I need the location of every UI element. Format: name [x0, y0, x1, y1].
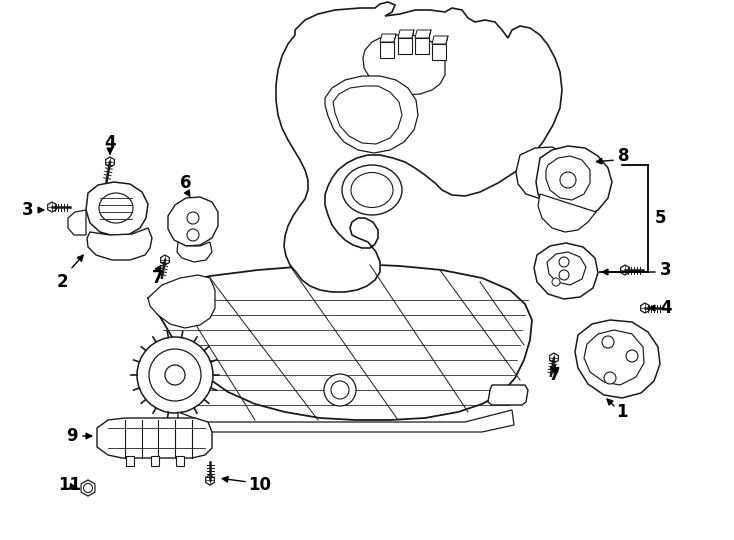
Circle shape — [324, 374, 356, 406]
Text: 6: 6 — [181, 174, 192, 192]
Polygon shape — [148, 275, 215, 328]
Text: 3: 3 — [22, 201, 34, 219]
Text: 3: 3 — [660, 261, 672, 279]
Polygon shape — [176, 456, 184, 466]
Polygon shape — [488, 385, 528, 405]
Polygon shape — [148, 264, 532, 420]
Circle shape — [559, 270, 569, 280]
Text: 10: 10 — [248, 476, 271, 494]
Polygon shape — [126, 456, 134, 466]
Polygon shape — [415, 38, 429, 54]
Polygon shape — [48, 202, 57, 212]
Circle shape — [165, 365, 185, 385]
Polygon shape — [621, 265, 629, 275]
Polygon shape — [432, 36, 448, 44]
Ellipse shape — [351, 172, 393, 207]
Polygon shape — [538, 194, 596, 232]
Polygon shape — [86, 182, 148, 236]
Polygon shape — [550, 353, 559, 363]
Circle shape — [137, 337, 213, 413]
Polygon shape — [415, 30, 431, 38]
Polygon shape — [432, 44, 446, 60]
Polygon shape — [87, 228, 152, 260]
Circle shape — [187, 229, 199, 241]
Text: 7: 7 — [549, 366, 561, 384]
Polygon shape — [398, 38, 412, 54]
Polygon shape — [398, 30, 414, 38]
Text: 4: 4 — [104, 134, 116, 152]
Polygon shape — [177, 242, 212, 262]
Polygon shape — [536, 146, 612, 220]
Polygon shape — [641, 303, 650, 313]
Polygon shape — [534, 243, 598, 299]
Circle shape — [552, 278, 560, 286]
Text: 4: 4 — [660, 299, 672, 317]
Circle shape — [149, 349, 201, 401]
Polygon shape — [547, 252, 586, 285]
Polygon shape — [97, 418, 212, 458]
Text: 2: 2 — [57, 273, 68, 291]
Polygon shape — [380, 34, 396, 42]
Circle shape — [602, 336, 614, 348]
Polygon shape — [106, 157, 115, 167]
Circle shape — [626, 350, 638, 362]
Polygon shape — [363, 35, 445, 95]
Polygon shape — [380, 42, 394, 58]
Ellipse shape — [99, 193, 133, 223]
Text: 7: 7 — [152, 269, 164, 287]
Polygon shape — [161, 255, 170, 265]
Text: 1: 1 — [617, 403, 628, 421]
Text: 5: 5 — [654, 209, 666, 227]
Circle shape — [604, 372, 616, 384]
Polygon shape — [206, 475, 214, 485]
Polygon shape — [168, 197, 218, 246]
Circle shape — [560, 172, 576, 188]
Circle shape — [331, 381, 349, 399]
Polygon shape — [516, 147, 568, 198]
Text: 11: 11 — [58, 476, 81, 494]
Polygon shape — [68, 210, 86, 235]
Polygon shape — [178, 410, 514, 432]
Ellipse shape — [342, 165, 402, 215]
Polygon shape — [575, 320, 660, 398]
Polygon shape — [325, 76, 418, 153]
Polygon shape — [151, 456, 159, 466]
Polygon shape — [584, 330, 644, 385]
Polygon shape — [81, 480, 95, 496]
Circle shape — [559, 257, 569, 267]
Polygon shape — [333, 86, 402, 144]
Circle shape — [84, 483, 92, 492]
Circle shape — [187, 212, 199, 224]
Polygon shape — [276, 2, 562, 292]
Text: 9: 9 — [66, 427, 78, 445]
Text: 8: 8 — [618, 147, 630, 165]
Polygon shape — [546, 156, 590, 200]
